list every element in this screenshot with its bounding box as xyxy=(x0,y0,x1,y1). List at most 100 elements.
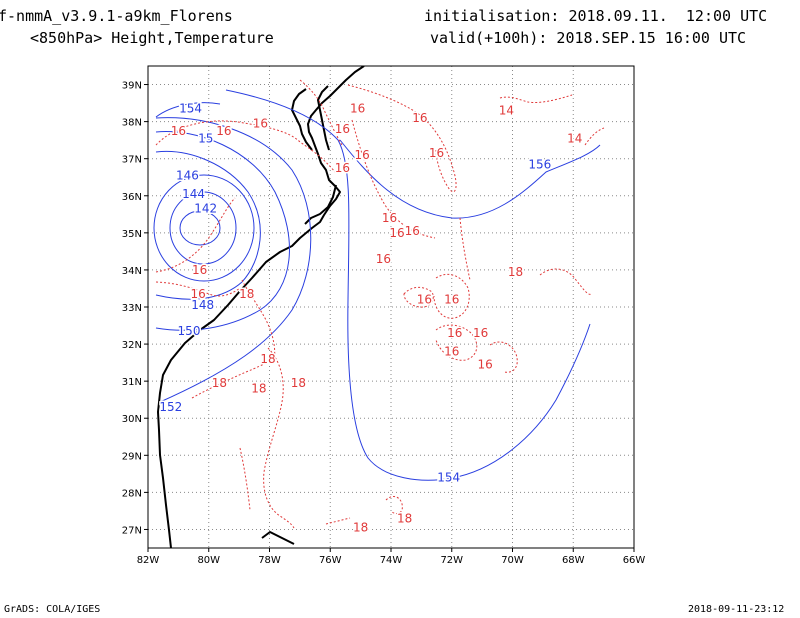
lat-tick-label: 28N xyxy=(122,488,142,499)
height-contour-label: 148 xyxy=(191,298,214,312)
temperature-contour-label: 18 xyxy=(251,382,266,396)
temperature-contour-label: 16 xyxy=(190,287,205,301)
temperature-contour-label: 16 xyxy=(478,357,493,371)
lat-tick-label: 34N xyxy=(122,266,142,277)
height-contour-label: 15 xyxy=(198,131,213,145)
lon-tick-label: 80W xyxy=(197,555,220,566)
temp-contour-16-coast xyxy=(351,119,436,239)
coastline-delmarva xyxy=(317,85,330,151)
temp-contour-18-coast xyxy=(241,279,276,363)
lon-tick-label: 66W xyxy=(623,555,646,566)
temp-contour-16-west xyxy=(155,120,336,173)
temp-contour-16-eddy-2 xyxy=(433,273,470,319)
temperature-contour-label: 16 xyxy=(429,146,444,160)
temperature-contour-label: 18 xyxy=(239,287,254,301)
lat-tick-label: 27N xyxy=(122,525,142,536)
height-contour-label: 142 xyxy=(194,202,217,216)
temperature-contour-label: 18 xyxy=(212,376,227,390)
height-contour-label: 152 xyxy=(159,400,182,414)
lat-tick-label: 29N xyxy=(122,451,142,462)
lat-tick-label: 30N xyxy=(122,414,142,425)
lat-tick-label: 33N xyxy=(122,303,142,314)
temperature-contour-label: 14 xyxy=(567,131,582,145)
lon-tick-label: 68W xyxy=(562,555,585,566)
temp-contour-18-east xyxy=(539,268,593,295)
temp-contour-18-corner xyxy=(325,517,351,525)
temperature-contour-label: 16 xyxy=(444,293,459,307)
temperature-contour-label: 16 xyxy=(376,252,391,266)
temperature-contour-label: 16 xyxy=(444,344,459,358)
temperature-contour-label: 18 xyxy=(353,521,368,535)
axis-ticks: 82W 80W 78W 76W 74W 72W 70W 68W 66W 39N 38N 37N 36N 3… xyxy=(122,81,646,566)
temperature-contour-label: 18 xyxy=(291,376,306,390)
lon-tick-label: 74W xyxy=(380,555,403,566)
lon-tick-label: 72W xyxy=(440,555,463,566)
temp-contour-18-small xyxy=(385,496,403,515)
coastline-chesapeake-bay xyxy=(291,88,313,151)
coastline-east-coast xyxy=(157,66,365,548)
height-contour-label: 154 xyxy=(179,102,202,116)
valid-time: valid(+100h): 2018.SEP.15 16:00 UTC xyxy=(430,29,747,47)
height-contour-label: 150 xyxy=(178,324,201,338)
temperature-contour-label: 14 xyxy=(499,103,514,117)
temperature-contour-label: 16 xyxy=(355,148,370,162)
temperature-contour-label: 16 xyxy=(417,293,432,307)
initialisation-time: initialisation: 2018.09.11. 12:00 UTC xyxy=(424,7,768,25)
temperature-contour-label: 16 xyxy=(405,224,420,238)
temperature-contour-label: 18 xyxy=(397,511,412,525)
temperature-contour-label: 18 xyxy=(260,352,275,366)
height-contour-154 xyxy=(225,89,591,481)
height-contour-150 xyxy=(155,131,290,331)
temperature-contour-label: 18 xyxy=(508,265,523,279)
coastline xyxy=(157,66,365,548)
temperature-contours xyxy=(155,79,605,529)
height-contour-label: 156 xyxy=(528,157,551,171)
temperature-contour-label: 16 xyxy=(192,263,207,277)
footer-timestamp: 2018-09-11-23:12 xyxy=(688,604,785,615)
lat-tick-label: 37N xyxy=(122,155,142,166)
temperature-contour-label: 16 xyxy=(473,326,488,340)
coastline-florida-keys xyxy=(261,531,295,545)
lat-tick-label: 39N xyxy=(122,81,142,92)
height-contour-label: 144 xyxy=(182,187,205,201)
temp-contour-18-south xyxy=(263,347,295,529)
temperature-contour-label: 16 xyxy=(216,124,231,138)
height-contour-label: 146 xyxy=(176,168,199,182)
temperature-contour-label: 16 xyxy=(412,111,427,125)
lon-tick-label: 78W xyxy=(258,555,281,566)
temperature-contour-label: 16 xyxy=(389,226,404,240)
temp-contour-16-low-south xyxy=(155,281,241,297)
temperature-contour-label: 16 xyxy=(382,211,397,225)
lon-tick-label: 70W xyxy=(501,555,524,566)
temp-contour-18-coast-south xyxy=(191,361,269,399)
height-contour-146 xyxy=(153,174,255,282)
lon-tick-label: 82W xyxy=(137,555,160,566)
temperature-contour-label: 16 xyxy=(171,124,186,138)
temperature-contour-label: 16 xyxy=(253,116,268,130)
temperature-contour-label: 16 xyxy=(335,161,350,175)
temp-contour-16-low xyxy=(155,197,236,273)
height-contour-label: 154 xyxy=(437,471,460,485)
height-contour-152 xyxy=(155,117,312,403)
temperature-contour-label: 16 xyxy=(335,122,350,136)
field-description: <850hPa> Height,Temperature xyxy=(30,29,274,47)
temp-contour-18-gulf xyxy=(239,447,251,511)
footer-credit: GrADS: COLA/IGES xyxy=(4,604,101,615)
lat-tick-label: 31N xyxy=(122,377,142,388)
height-contour-156 xyxy=(339,139,601,219)
temp-contour-16-north xyxy=(299,79,343,146)
temperature-contour-label: 16 xyxy=(447,326,462,340)
lat-tick-label: 36N xyxy=(122,192,142,203)
temp-contour-16-eddy-4 xyxy=(489,341,518,373)
lat-tick-label: 38N xyxy=(122,118,142,129)
lat-tick-label: 35N xyxy=(122,229,142,240)
temperature-contour-label: 16 xyxy=(350,102,365,116)
lon-tick-label: 76W xyxy=(319,555,342,566)
height-contour-154-north xyxy=(155,102,221,118)
height-contours xyxy=(153,89,601,481)
height-contour-144 xyxy=(169,191,237,265)
lat-tick-label: 32N xyxy=(122,340,142,351)
